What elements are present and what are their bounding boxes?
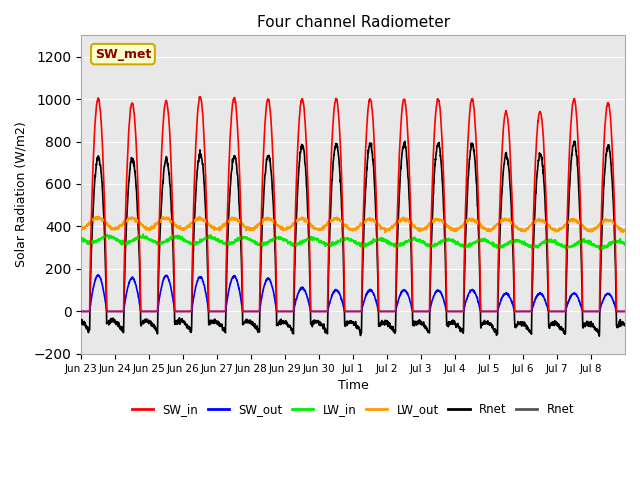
X-axis label: Time: Time <box>338 379 369 392</box>
Text: SW_met: SW_met <box>95 48 151 60</box>
Y-axis label: Solar Radiation (W/m2): Solar Radiation (W/m2) <box>15 122 28 267</box>
Legend: SW_in, SW_out, LW_in, LW_out, Rnet, Rnet: SW_in, SW_out, LW_in, LW_out, Rnet, Rnet <box>127 398 579 420</box>
Title: Four channel Radiometer: Four channel Radiometer <box>257 15 450 30</box>
